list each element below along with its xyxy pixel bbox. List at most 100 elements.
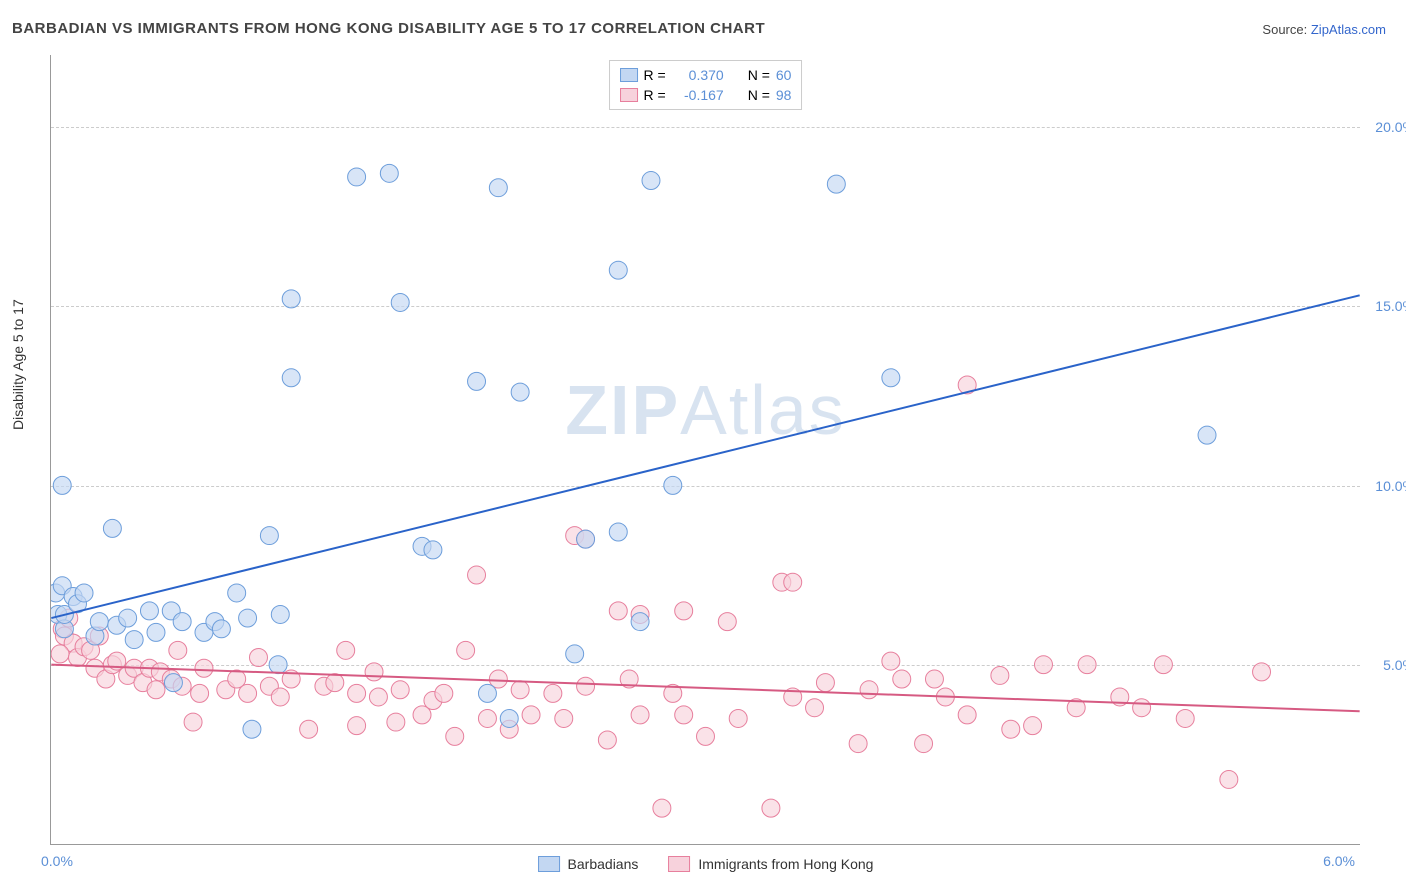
data-point	[348, 684, 366, 702]
data-point	[489, 179, 507, 197]
data-point	[849, 735, 867, 753]
r-label: R =	[644, 87, 666, 103]
data-point	[191, 684, 209, 702]
legend-label-barbadians: Barbadians	[568, 856, 639, 872]
data-point	[1133, 699, 1151, 717]
data-point	[653, 799, 671, 817]
data-point	[762, 799, 780, 817]
data-point	[1154, 656, 1172, 674]
data-point	[380, 164, 398, 182]
data-point	[269, 656, 287, 674]
r-value-2: -0.167	[672, 87, 724, 103]
data-point	[991, 666, 1009, 684]
data-point	[882, 369, 900, 387]
data-point	[860, 681, 878, 699]
data-point	[1176, 709, 1194, 727]
data-point	[598, 731, 616, 749]
r-value-1: 0.370	[672, 67, 724, 83]
chart-title: BARBADIAN VS IMMIGRANTS FROM HONG KONG D…	[12, 20, 765, 37]
data-point	[239, 609, 257, 627]
swatch-barbadians	[620, 68, 638, 82]
data-point	[675, 602, 693, 620]
data-point	[697, 727, 715, 745]
data-point	[391, 293, 409, 311]
r-label: R =	[644, 67, 666, 83]
source-label: Source:	[1262, 22, 1307, 37]
data-point	[282, 369, 300, 387]
data-point	[816, 674, 834, 692]
swatch-barbadians-lg	[538, 856, 560, 872]
data-point	[631, 613, 649, 631]
n-label: N =	[748, 87, 770, 103]
legend-item-barbadians: Barbadians	[538, 856, 639, 872]
legend-label-hongkong: Immigrants from Hong Kong	[698, 856, 873, 872]
swatch-hongkong	[620, 88, 638, 102]
data-point	[195, 659, 213, 677]
data-point	[1198, 426, 1216, 444]
y-tick-label: 15.0%	[1375, 298, 1406, 314]
data-point	[806, 699, 824, 717]
data-point	[387, 713, 405, 731]
data-point	[631, 706, 649, 724]
data-point	[243, 720, 261, 738]
data-point	[1253, 663, 1271, 681]
n-value-1: 60	[776, 67, 792, 83]
swatch-hongkong-lg	[668, 856, 690, 872]
data-point	[228, 584, 246, 602]
data-point	[271, 605, 289, 623]
data-point	[53, 476, 71, 494]
data-point	[1078, 656, 1096, 674]
data-point	[609, 261, 627, 279]
data-point	[468, 566, 486, 584]
data-point	[300, 720, 318, 738]
data-point	[184, 713, 202, 731]
data-point	[365, 663, 383, 681]
data-point	[555, 709, 573, 727]
data-point	[119, 609, 137, 627]
data-point	[90, 613, 108, 631]
data-point	[337, 641, 355, 659]
data-point	[326, 674, 344, 692]
data-point	[457, 641, 475, 659]
trendline	[51, 295, 1359, 618]
data-point	[893, 670, 911, 688]
data-point	[675, 706, 693, 724]
data-point	[147, 681, 165, 699]
data-point	[169, 641, 187, 659]
data-point	[1002, 720, 1020, 738]
data-point	[577, 530, 595, 548]
n-label: N =	[748, 67, 770, 83]
data-point	[522, 706, 540, 724]
source-link[interactable]: ZipAtlas.com	[1311, 22, 1386, 37]
data-point	[348, 168, 366, 186]
data-point	[718, 613, 736, 631]
data-point	[478, 709, 496, 727]
data-point	[1220, 770, 1238, 788]
data-point	[282, 290, 300, 308]
data-point	[249, 649, 267, 667]
data-point	[729, 709, 747, 727]
data-point	[435, 684, 453, 702]
data-point	[391, 681, 409, 699]
data-point	[164, 674, 182, 692]
data-point	[827, 175, 845, 193]
data-point	[369, 688, 387, 706]
source-attribution: Source: ZipAtlas.com	[1262, 22, 1386, 37]
data-point	[915, 735, 933, 753]
y-axis-label: Disability Age 5 to 17	[10, 299, 26, 430]
chart-container: BARBADIAN VS IMMIGRANTS FROM HONG KONG D…	[0, 0, 1406, 892]
data-point	[424, 541, 442, 559]
data-point	[1024, 717, 1042, 735]
legend-row-series-1: R = 0.370 N = 60	[620, 65, 792, 85]
data-point	[500, 709, 518, 727]
data-point	[446, 727, 464, 745]
data-point	[173, 613, 191, 631]
data-point	[664, 476, 682, 494]
data-point	[478, 684, 496, 702]
y-tick-label: 5.0%	[1383, 657, 1406, 673]
data-point	[125, 631, 143, 649]
data-point	[239, 684, 257, 702]
series-legend: Barbadians Immigrants from Hong Kong	[538, 856, 874, 872]
y-tick-label: 20.0%	[1375, 119, 1406, 135]
data-point	[958, 706, 976, 724]
